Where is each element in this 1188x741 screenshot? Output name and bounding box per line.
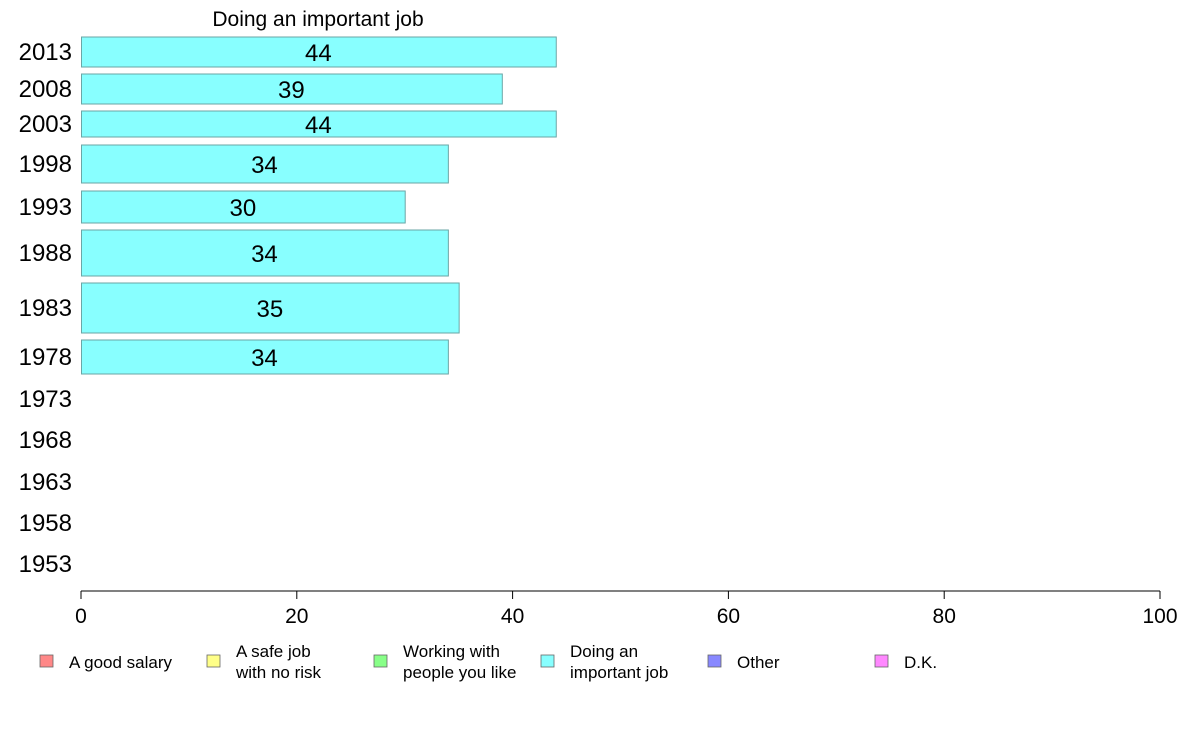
bar bbox=[81, 339, 449, 375]
x-axis: 0 20 40 60 80 100 bbox=[75, 590, 1178, 628]
bar bbox=[81, 36, 557, 68]
legend-item: Doing an important job bbox=[540, 642, 668, 682]
x-tick-label: 40 bbox=[501, 605, 524, 628]
legend-item: D.K. bbox=[874, 653, 937, 672]
y-tick-label: 1973 bbox=[19, 386, 72, 413]
bar bbox=[81, 73, 503, 105]
legend-swatch bbox=[874, 654, 889, 668]
data-label: 39 bbox=[278, 77, 305, 104]
legend-swatch bbox=[373, 654, 388, 668]
data-label: 44 bbox=[305, 40, 332, 67]
y-tick-label: 1978 bbox=[19, 344, 72, 371]
y-tick-label: 1963 bbox=[19, 469, 72, 496]
data-label: 34 bbox=[251, 345, 278, 372]
x-tick-label: 20 bbox=[285, 605, 308, 628]
y-tick-label: 1983 bbox=[19, 295, 72, 322]
data-label: 30 bbox=[229, 195, 256, 222]
x-tick-label: 0 bbox=[75, 605, 87, 628]
x-tick-label: 60 bbox=[717, 605, 740, 628]
legend-item: A safe job with no risk bbox=[206, 642, 322, 682]
legend-swatch bbox=[540, 654, 555, 668]
bar bbox=[81, 229, 449, 277]
x-tick-label: 80 bbox=[933, 605, 956, 628]
x-tick-label: 100 bbox=[1142, 605, 1177, 628]
bar bbox=[81, 190, 406, 224]
y-tick-label: 1998 bbox=[19, 151, 72, 178]
y-tick-label: 1953 bbox=[19, 551, 72, 578]
legend-item: A good salary bbox=[39, 653, 173, 672]
y-tick-label: 2008 bbox=[19, 76, 72, 103]
legend-item: Other bbox=[707, 653, 780, 672]
data-label: 34 bbox=[251, 152, 278, 179]
y-axis-labels: 2013 2008 2003 1998 1993 1988 1983 1978 1973 1968… bbox=[19, 39, 72, 578]
y-tick-label: 1968 bbox=[19, 427, 72, 454]
legend-item: Working with people you like bbox=[373, 642, 516, 682]
y-tick-label: 2013 bbox=[19, 39, 72, 66]
bar bbox=[81, 144, 449, 184]
y-tick-label: 1993 bbox=[19, 194, 72, 221]
chart-title: Doing an important job bbox=[212, 8, 423, 31]
bar bbox=[81, 282, 460, 334]
bars-layer bbox=[81, 36, 557, 375]
legend-label: important job bbox=[570, 663, 668, 682]
legend-label: Doing an bbox=[570, 642, 638, 661]
y-tick-label: 1958 bbox=[19, 510, 72, 537]
legend-label: A safe job bbox=[236, 642, 311, 661]
legend-label: D.K. bbox=[904, 653, 937, 672]
data-label: 35 bbox=[256, 296, 283, 323]
data-label: 34 bbox=[251, 241, 278, 268]
legend-label: Other bbox=[737, 653, 780, 672]
legend-label: with no risk bbox=[235, 663, 322, 682]
legend-swatch bbox=[206, 654, 221, 668]
legend-label: people you like bbox=[403, 663, 516, 682]
legend: A good salary A safe job with no risk Worki… bbox=[39, 642, 937, 682]
y-tick-label: 1988 bbox=[19, 240, 72, 267]
legend-label: Working with bbox=[403, 642, 500, 661]
bar bbox=[81, 110, 557, 138]
legend-swatch bbox=[39, 654, 54, 668]
y-tick-label: 2003 bbox=[19, 111, 72, 138]
legend-label: A good salary bbox=[69, 653, 173, 672]
legend-swatch bbox=[707, 654, 722, 668]
data-label: 44 bbox=[305, 112, 332, 139]
